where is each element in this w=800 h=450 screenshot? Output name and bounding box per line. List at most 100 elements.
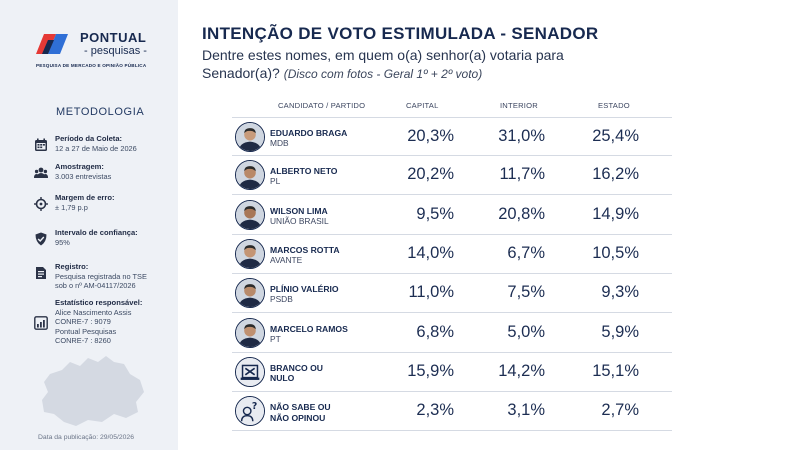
value-interior: 14,2% [498, 361, 545, 380]
value-estado: 2,7% [601, 401, 639, 420]
question-note: (Disco com fotos - Geral 1º + 2º voto) [283, 67, 483, 81]
info-label: Estatístico responsável: [55, 298, 143, 307]
info-value: ± 1,79 p.p [55, 203, 88, 212]
value-interior: 6,7% [507, 243, 545, 262]
value-interior: 3,1% [507, 401, 545, 420]
table-row: ? NÃO SABE OU NÃO OPINOU 2,3% 3,1% 2,7% [232, 392, 672, 432]
candidate-name: EDUARDO BRAGA [270, 128, 348, 138]
value-estado: 9,3% [601, 283, 639, 302]
brand-name: PONTUAL [80, 30, 147, 45]
candidate-name: BRANCO OU NULO [270, 362, 323, 384]
value-capital: 11,0% [408, 283, 454, 302]
info-period: Período da Coleta: 12 a 27 de Maio de 20… [34, 134, 174, 156]
candidate-photo [235, 199, 265, 230]
candidate-name: PLÍNIO VALÉRIO [270, 284, 339, 295]
publication-date: Data da publicação: 29/05/2026 [38, 434, 134, 441]
value-estado: 15,1% [592, 361, 639, 380]
methodology-title: METODOLOGIA [56, 106, 145, 118]
svg-text:?: ? [252, 401, 257, 412]
question-text: Dentre estes nomes, em quem o(a) senhor(… [202, 47, 564, 81]
candidate-photo [235, 278, 265, 309]
info-value: 3.003 entrevistas [55, 172, 112, 181]
value-estado: 25,4% [592, 127, 639, 145]
candidate-party: AVANTE [270, 254, 303, 265]
candidate-party: PL [270, 176, 281, 187]
info-label: Registro: [55, 262, 89, 271]
value-estado: 10,5% [592, 243, 639, 262]
page-subtitle: Dentre estes nomes, em quem o(a) senhor(… [202, 46, 642, 83]
crosshair-icon [34, 197, 48, 211]
value-capital: 20,3% [407, 127, 454, 145]
value-estado: 16,2% [592, 165, 639, 184]
table-row: EDUARDO BRAGA MDB 20,3% 31,0% 25,4% [232, 117, 672, 156]
info-line: CONRE-7 : 9079 [55, 317, 111, 327]
value-interior: 7,5% [507, 283, 545, 302]
info-line: Pontual Pesquisas [55, 326, 117, 336]
candidate-name: MARCELO RAMOS [270, 323, 348, 334]
value-capital: 15,9% [407, 361, 454, 380]
table-row: MARCELO RAMOS PT 6,8% 5,0% 5,9% [232, 314, 672, 353]
info-line: CONRE-7 : 8260 [55, 336, 111, 346]
candidate-party: PSDB [270, 294, 293, 305]
table-row: ALBERTO NETO PL 20,2% 11,7% 16,2% [232, 156, 672, 196]
ballot-x-icon [235, 356, 265, 387]
info-label: Período da Coleta: [55, 134, 123, 143]
info-label: Amostragem: [55, 162, 104, 171]
info-label: Intervalo de confiança: [55, 228, 138, 237]
value-capital: 6,8% [416, 322, 454, 341]
logo-mark-icon [36, 34, 68, 54]
table-row: MARCOS ROTTA AVANTE 14,0% 6,7% 10,5% [232, 235, 672, 274]
bar-chart-icon [34, 316, 48, 330]
people-icon [34, 167, 48, 178]
value-interior: 11,7% [499, 165, 545, 184]
question-person-icon: ? [235, 396, 265, 427]
info-value: Pesquisa registrada no TSE sob o nº AM-0… [55, 272, 147, 291]
candidate-photo [235, 160, 265, 191]
value-capital: 20,2% [407, 165, 454, 184]
value-interior: 31,0% [498, 127, 545, 145]
brand-sub: - pesquisas - [84, 45, 147, 57]
info-sample: Amostragem: 3.003 entrevistas [34, 162, 174, 184]
column-header-capital: CAPITAL [406, 101, 439, 110]
value-capital: 9,5% [416, 204, 454, 223]
candidate-name: NÃO SABE OU NÃO OPINOU [270, 402, 331, 423]
brand-logo: PONTUAL - pesquisas - PESQUISA DE MERCAD… [34, 30, 174, 74]
candidate-photo [235, 317, 265, 348]
amazonas-map-icon [42, 356, 144, 426]
table-row: BRANCO OU NULO 15,9% 14,2% 15,1% [232, 353, 672, 392]
info-line: Pesquisa registrada no TSE [55, 272, 147, 281]
shield-check-icon [35, 232, 47, 246]
candidate-name: WILSON LIMA [270, 205, 328, 216]
info-line: Alice Nascimento Assis [55, 308, 132, 317]
info-margin: Margem de erro: ± 1,79 p.p [34, 193, 174, 215]
info-value: 95% [55, 238, 70, 247]
info-statistician: Estatístico responsável: Alice Nasciment… [34, 298, 174, 350]
info-label: Margem de erro: [55, 193, 115, 202]
candidate-photo [235, 122, 265, 152]
candidate-party: UNIÃO BRASIL [270, 215, 329, 226]
candidate-party: PT [270, 333, 281, 344]
value-estado: 14,9% [592, 204, 639, 223]
value-interior: 20,8% [498, 204, 545, 223]
value-capital: 14,0% [407, 243, 454, 262]
value-capital: 2,3% [416, 401, 454, 420]
calendar-icon [35, 138, 47, 151]
table-row: PLÍNIO VALÉRIO PSDB 11,0% 7,5% 9,3% [232, 274, 672, 314]
page-title: INTENÇÃO DE VOTO ESTIMULADA - SENADOR [202, 24, 599, 43]
brand-tagline: PESQUISA DE MERCADO E OPINIÃO PÚBLICA [36, 63, 147, 68]
candidate-party: MDB [270, 138, 289, 148]
column-header-candidate: CANDIDATO / PARTIDO [278, 101, 366, 110]
column-header-estado: ESTADO [598, 101, 630, 110]
value-interior: 5,0% [507, 322, 545, 341]
info-line: sob o nº AM-04117/2026 [55, 281, 136, 291]
column-header-interior: INTERIOR [500, 101, 538, 110]
candidate-name: ALBERTO NETO [270, 166, 338, 177]
info-confidence: Intervalo de confiança: 95% [34, 228, 174, 250]
value-estado: 5,9% [601, 322, 639, 341]
info-value: Alice Nascimento Assis CONRE-7 : 9079 Po… [55, 308, 131, 346]
candidate-name: MARCOS ROTTA [270, 244, 340, 255]
info-registry: Registro: Pesquisa registrada no TSE sob… [34, 262, 174, 294]
candidate-photo [235, 238, 265, 269]
methodology-sidebar: PONTUAL - pesquisas - PESQUISA DE MERCAD… [0, 0, 178, 450]
document-icon [36, 267, 46, 279]
